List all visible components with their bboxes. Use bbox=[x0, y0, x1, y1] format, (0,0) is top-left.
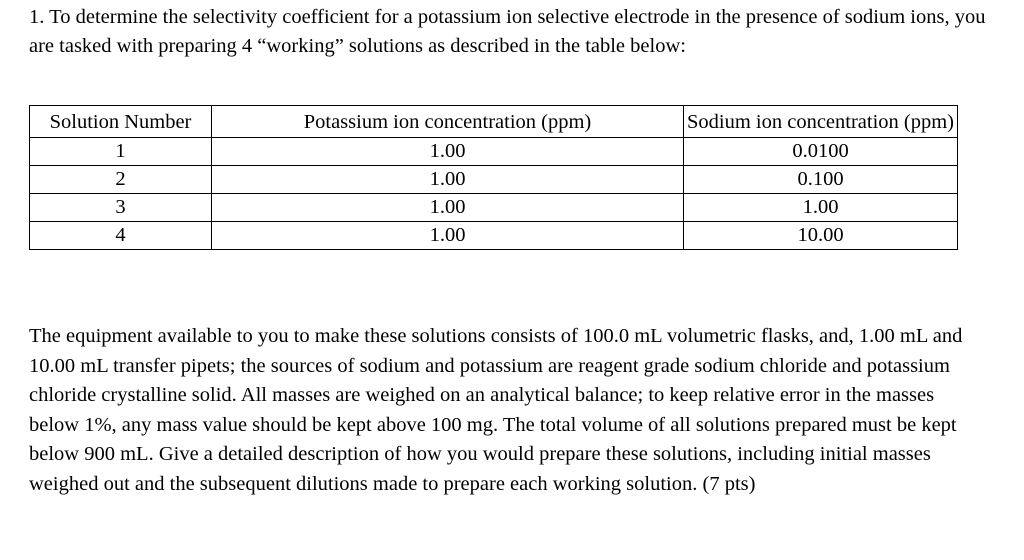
table-row: 4 1.00 10.00 bbox=[29, 221, 958, 250]
cell-solution: 1 bbox=[29, 137, 212, 166]
cell-potassium: 1.00 bbox=[211, 137, 684, 166]
header-sodium: Sodium ion concentration (ppm) bbox=[683, 105, 958, 138]
header-solution-number: Solution Number bbox=[29, 105, 212, 138]
table-row: 2 1.00 0.100 bbox=[29, 165, 958, 194]
cell-potassium: 1.00 bbox=[211, 193, 684, 222]
table-row: 1 1.00 0.0100 bbox=[29, 137, 958, 166]
table-header-row: Solution Number Potassium ion concentrat… bbox=[29, 105, 958, 138]
cell-solution: 2 bbox=[29, 165, 212, 194]
cell-sodium: 0.100 bbox=[683, 165, 958, 194]
question-intro: 1. To determine the selectivity coeffici… bbox=[29, 6, 986, 57]
cell-sodium: 1.00 bbox=[683, 193, 958, 222]
solutions-table: Solution Number Potassium ion concentrat… bbox=[29, 105, 958, 250]
cell-potassium: 1.00 bbox=[211, 221, 684, 250]
cell-solution: 3 bbox=[29, 193, 212, 222]
question-body: The equipment available to you to make t… bbox=[29, 325, 963, 495]
cell-solution: 4 bbox=[29, 221, 212, 250]
cell-sodium: 10.00 bbox=[683, 221, 958, 250]
header-potassium: Potassium ion concentration (ppm) bbox=[211, 105, 684, 138]
table-row: 3 1.00 1.00 bbox=[29, 193, 958, 222]
cell-sodium: 0.0100 bbox=[683, 137, 958, 166]
cell-potassium: 1.00 bbox=[211, 165, 684, 194]
